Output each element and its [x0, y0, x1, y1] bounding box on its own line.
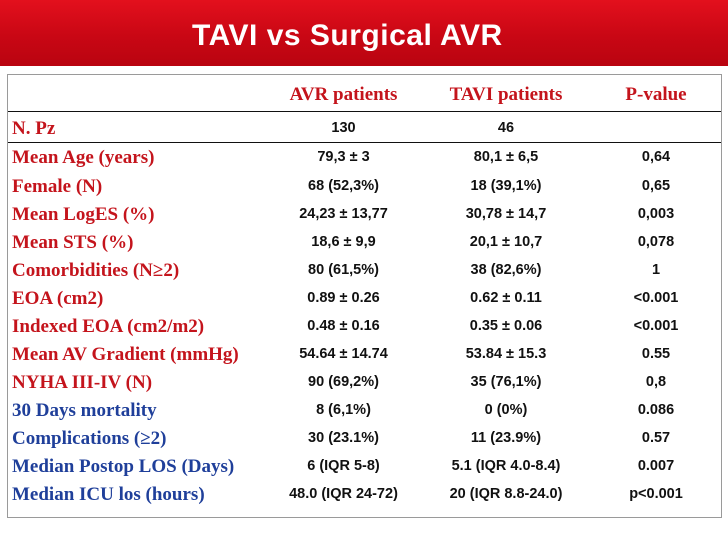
- header-p-value: P-value: [625, 84, 687, 105]
- tavi-value-cell: 35 (76,1%): [470, 374, 542, 390]
- tavi-value-cell: 5.1 (IQR 4.0-8.4): [451, 458, 561, 474]
- row-label: Mean LogES (%): [12, 204, 155, 225]
- p-value-cell: 0,078: [637, 234, 675, 250]
- npz-divider: [8, 142, 721, 143]
- tavi-value-cell: 53.84 ± 15.3: [465, 346, 547, 362]
- row-label: 30 Days mortality: [12, 400, 157, 421]
- header-avr-patients: AVR patients: [289, 84, 398, 105]
- tavi-value-cell: 18 (39,1%): [470, 178, 542, 194]
- tavi-value-cell: 0 (0%): [484, 402, 528, 418]
- tavi-value-cell: 20 (IQR 8.8-24.0): [449, 486, 563, 502]
- tavi-value-cell: 0.35 ± 0.06: [469, 318, 543, 334]
- avr-value-cell: 48.0 (IQR 24-72): [289, 486, 398, 502]
- row-label: Complications (≥2): [12, 428, 167, 449]
- table-row: Comorbidities (N≥2) 80 (61,5%) 38 (82,6%) 1: [8, 257, 721, 284]
- title-banner: [0, 0, 728, 66]
- tavi-value-cell: 0.62 ± 0.11: [470, 290, 542, 306]
- header-tavi-patients: TAVI patients: [449, 84, 563, 105]
- tavi-value-cell: 20,1 ± 10,7: [469, 234, 543, 250]
- p-value-cell: 0,65: [641, 178, 671, 194]
- row-label: Comorbidities (N≥2): [12, 260, 180, 281]
- comparison-table: AVR patients TAVI patients P-value N. Pz…: [7, 74, 722, 518]
- avr-value-cell: 79,3 ± 3: [317, 149, 370, 165]
- table-row: Median Postop LOS (Days) 6 (IQR 5-8) 5.1 (…: [8, 453, 721, 480]
- avr-value-cell: 30 (23.1%): [308, 430, 379, 446]
- row-label: EOA (cm2): [12, 288, 104, 309]
- p-value-cell: 1: [651, 262, 661, 278]
- tavi-value-cell: 11 (23.9%): [470, 430, 542, 446]
- row-label: Median Postop LOS (Days): [12, 456, 235, 477]
- p-value-cell: p<0.001: [629, 486, 683, 502]
- table-row: Complications (≥2) 30 (23.1%) 11 (23.9%) 0.…: [8, 425, 721, 452]
- tavi-value-cell: 38 (82,6%): [470, 262, 542, 278]
- row-label: NYHA III-IV (N): [12, 372, 153, 393]
- p-value-cell: 0.007: [637, 458, 675, 474]
- row-label: Female (N): [12, 176, 103, 197]
- avr-value-cell: 8 (6,1%): [316, 402, 371, 418]
- slide-title: TAVI vs Surgical AVR: [192, 19, 503, 52]
- avr-value-cell: 6 (IQR 5-8): [307, 458, 380, 474]
- row-label: Mean AV Gradient (mmHg): [12, 344, 239, 365]
- row-label: Indexed EOA (cm2/m2): [12, 316, 205, 337]
- row-label: Mean Age (years): [12, 147, 155, 168]
- table-row: Female (N) 68 (52,3%) 18 (39,1%) 0,65: [8, 173, 721, 200]
- avr-value-cell: 80 (61,5%): [308, 262, 379, 278]
- header-divider: [8, 111, 721, 112]
- p-value-cell: 0.57: [641, 430, 671, 446]
- avr-value-cell: 0.48 ± 0.16: [307, 318, 380, 334]
- avr-value-cell: 130: [331, 120, 356, 136]
- table-row: Mean STS (%) 18,6 ± 9,9 20,1 ± 10,7 0,078: [8, 229, 721, 256]
- avr-value-cell: 0.89 ± 0.26: [307, 290, 380, 306]
- avr-value-cell: 90 (69,2%): [308, 374, 379, 390]
- table-row: Median ICU los (hours) 48.0 (IQR 24-72) 20…: [8, 481, 721, 508]
- p-value-cell: 0,003: [637, 206, 675, 222]
- table-row: EOA (cm2) 0.89 ± 0.26 0.62 ± 0.11 <0.001: [8, 285, 721, 312]
- table-row: N. Pz 130 46: [8, 115, 721, 142]
- table-row: Mean Age (years) 79,3 ± 3 80,1 ± 6,5 0,64: [8, 144, 721, 171]
- row-label: Median ICU los (hours): [12, 484, 205, 505]
- row-label: N. Pz: [12, 118, 56, 139]
- avr-value-cell: 68 (52,3%): [308, 178, 379, 194]
- avr-value-cell: 18,6 ± 9,9: [311, 234, 376, 250]
- p-value-cell: 0,8: [645, 374, 667, 390]
- row-label: Mean STS (%): [12, 232, 134, 253]
- p-value-cell: 0.086: [637, 402, 675, 418]
- p-value-cell: <0.001: [633, 290, 679, 306]
- table-row: Indexed EOA (cm2/m2) 0.48 ± 0.16 0.35 ± 0.…: [8, 313, 721, 340]
- p-value-cell: [591, 115, 721, 142]
- table-row: Mean LogES (%) 24,23 ± 13,77 30,78 ± 14,7 0…: [8, 201, 721, 228]
- p-value-cell: <0.001: [633, 318, 679, 334]
- p-value-cell: 0.55: [641, 346, 671, 362]
- table-row: Mean AV Gradient (mmHg) 54.64 ± 14.74 53.8…: [8, 341, 721, 368]
- table-row: NYHA III-IV (N) 90 (69,2%) 35 (76,1%) 0,8: [8, 369, 721, 396]
- table-row: 30 Days mortality 8 (6,1%) 0 (0%) 0.086: [8, 397, 721, 424]
- tavi-value-cell: 46: [497, 120, 515, 136]
- avr-value-cell: 54.64 ± 14.74: [299, 346, 388, 362]
- avr-value-cell: 24,23 ± 13,77: [299, 206, 388, 222]
- tavi-value-cell: 30,78 ± 14,7: [465, 206, 547, 222]
- p-value-cell: 0,64: [641, 149, 671, 165]
- tavi-value-cell: 80,1 ± 6,5: [473, 149, 539, 165]
- table-header-row: AVR patients TAVI patients P-value: [8, 81, 721, 108]
